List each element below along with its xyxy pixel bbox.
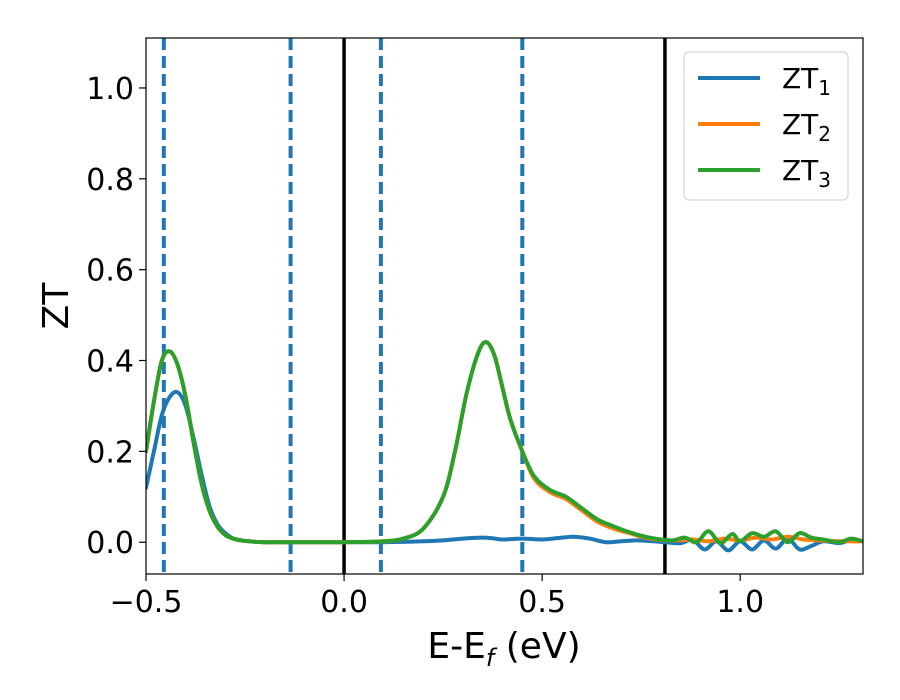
x-axis-label-main: E-E <box>427 626 485 667</box>
x-axis-ticks: −0.5 0.0 0.5 1.0 <box>110 574 764 620</box>
y-tick-label: 0.4 <box>86 345 134 380</box>
series-line-zt-3 <box>146 340 863 546</box>
y-axis-label: ZT <box>36 282 77 330</box>
y-tick-label: 1.0 <box>86 72 134 107</box>
y-axis-ticks: 0.0 0.2 0.4 0.6 0.8 1.0 <box>86 72 146 561</box>
reference-lines <box>161 38 667 574</box>
x-tick-label: −0.5 <box>110 585 183 620</box>
x-axis-label-unit: (eV) <box>494 626 580 667</box>
legend-label-zt-2: ZT2 <box>782 108 831 146</box>
legend-box <box>683 51 849 201</box>
x-tick-label: 1.0 <box>716 585 764 620</box>
legend-items: ZT1 ZT2 ZT3 <box>698 62 831 192</box>
x-tick-label: 0.5 <box>518 585 566 620</box>
series-lines <box>146 340 863 553</box>
x-axis-label: E-Ef (eV) <box>427 626 580 672</box>
y-tick-label: 0.2 <box>86 435 134 470</box>
y-tick-label: 0.8 <box>86 163 134 198</box>
legend-label-zt-3: ZT3 <box>782 154 831 192</box>
plot-frame <box>145 37 864 575</box>
legend: ZT1 ZT2 ZT3 <box>683 51 849 201</box>
y-tick-label: 0.0 <box>86 526 134 561</box>
y-tick-label: 0.6 <box>86 254 134 289</box>
x-tick-label: 0.0 <box>320 585 368 620</box>
legend-label-zt-1: ZT1 <box>782 62 831 100</box>
